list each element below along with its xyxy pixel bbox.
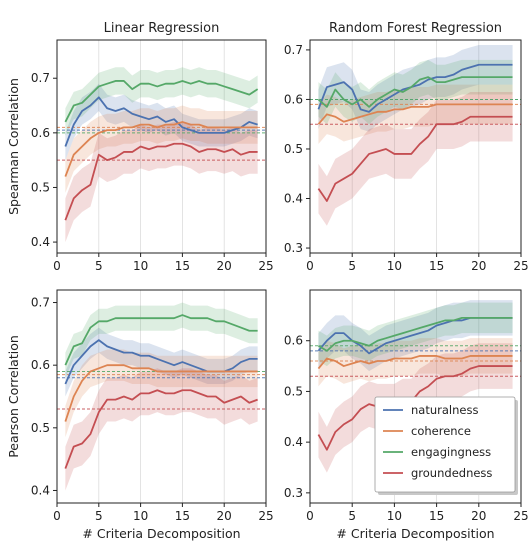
x-tick-label: 25 <box>258 509 273 523</box>
x-tick-label: 10 <box>133 259 148 273</box>
x-tick-label: 5 <box>348 509 356 523</box>
legend-label-naturalness: naturalness <box>411 403 478 417</box>
x-tick-label: 0 <box>306 509 314 523</box>
series-line-groundedness <box>317 365 513 451</box>
y-tick-label: 0.6 <box>31 126 50 140</box>
panel-4: 0 5 10 15 20 25 0.3 0.4 0.5 0.6 # Criteria Decompo… <box>284 289 529 541</box>
x-tick-label: 10 <box>387 259 402 273</box>
x-tick-label: 5 <box>95 259 103 273</box>
x-axis-label: # Criteria Decomposition <box>336 526 494 541</box>
series-line-engagingness <box>64 80 259 123</box>
x-tick-label: 15 <box>175 509 190 523</box>
x-tick-label: 10 <box>133 509 148 523</box>
series-line-groundedness <box>64 142 258 221</box>
y-tick-label: 0.5 <box>284 384 303 398</box>
y-tick-label: 0.4 <box>284 435 303 449</box>
y-axis-label: Pearson Correlation <box>6 335 21 458</box>
series-line-naturalness <box>317 63 513 113</box>
x-tick-label: 15 <box>175 259 190 273</box>
series-line-engagingness <box>317 76 513 108</box>
axis-frame <box>56 39 267 254</box>
y-tick-label: 0.6 <box>31 358 50 372</box>
y-tick-label: 0.6 <box>284 92 303 106</box>
plot-area <box>57 67 266 243</box>
series-line-coherence <box>64 121 258 177</box>
band-coherence <box>318 338 513 387</box>
x-tick-label: 0 <box>306 259 314 273</box>
x-tick-label: 25 <box>513 509 528 523</box>
x-tick-label: 20 <box>217 509 232 523</box>
band-naturalness <box>65 327 258 397</box>
x-tick-label: 5 <box>348 259 356 273</box>
legend-box <box>374 396 516 493</box>
x-tick-label: 20 <box>471 259 486 273</box>
legend-label-groundedness: groundedness <box>411 466 492 480</box>
legend: naturalness coherence engagingness grounded… <box>374 396 518 495</box>
band-engagingness <box>65 302 258 378</box>
x-tick-label: 0 <box>53 259 61 273</box>
x-tick-label: 10 <box>387 509 402 523</box>
plot-area <box>310 44 521 226</box>
band-groundedness <box>318 92 513 226</box>
series-line-coherence <box>317 355 513 370</box>
band-engagingness <box>318 59 513 125</box>
y-tick-label: 0.3 <box>284 486 303 500</box>
panel-1: 0 5 10 15 20 25 0.4 0.5 0.6 0.7 Linear Regression S… <box>6 21 274 273</box>
x-tick-label: 0 <box>53 509 61 523</box>
x-tick-label: 5 <box>95 509 103 523</box>
legend-label-engagingness: engagingness <box>411 445 491 459</box>
legend-label-coherence: coherence <box>411 424 471 438</box>
series-line-engagingness <box>64 314 258 366</box>
x-tick-label: 20 <box>471 509 486 523</box>
x-axis-label: # Criteria Decomposition <box>82 526 240 541</box>
y-tick-label: 0.4 <box>31 235 50 249</box>
y-tick-label: 0.4 <box>31 483 50 497</box>
x-tick-label: 25 <box>513 259 528 273</box>
band-naturalness <box>318 44 513 132</box>
axis-frame <box>309 39 522 254</box>
x-tick-label: 25 <box>258 259 273 273</box>
series-line-coherence <box>317 103 513 125</box>
panel-2: 0 5 10 15 20 25 0.3 0.4 0.5 0.6 0.7 Random Forest R… <box>284 21 529 273</box>
band-naturalness <box>65 83 258 161</box>
y-tick-label: 0.7 <box>284 43 303 57</box>
series-line-coherence <box>64 364 258 422</box>
axis-frame <box>309 289 522 504</box>
y-tick-label: 0.5 <box>31 421 50 435</box>
panel-3: 0 5 10 15 20 25 0.4 0.5 0.6 0.7 Pearson Correlatio… <box>6 289 274 541</box>
plot-area <box>57 302 266 491</box>
series-line-naturalness <box>64 96 258 147</box>
y-tick-label: 0.7 <box>31 296 50 310</box>
y-tick-label: 0.3 <box>284 241 303 255</box>
y-tick-label: 0.4 <box>284 192 303 206</box>
series-line-groundedness <box>317 115 513 202</box>
x-tick-label: 15 <box>429 259 444 273</box>
x-tick-label: 20 <box>217 259 232 273</box>
y-axis-label: Spearman Correlation <box>6 78 21 215</box>
y-tick-label: 0.5 <box>31 180 50 194</box>
panel-title: Random Forest Regression <box>329 21 502 36</box>
y-tick-label: 0.6 <box>284 334 303 348</box>
band-groundedness <box>65 121 258 243</box>
band-groundedness <box>65 368 258 491</box>
x-tick-label: 15 <box>429 509 444 523</box>
series-line-groundedness <box>64 389 258 469</box>
series-line-engagingness <box>317 316 513 352</box>
y-tick-label: 0.5 <box>284 142 303 156</box>
y-tick-label: 0.7 <box>31 71 50 85</box>
axis-frame <box>56 289 267 504</box>
panel-title: Linear Regression <box>104 21 220 36</box>
